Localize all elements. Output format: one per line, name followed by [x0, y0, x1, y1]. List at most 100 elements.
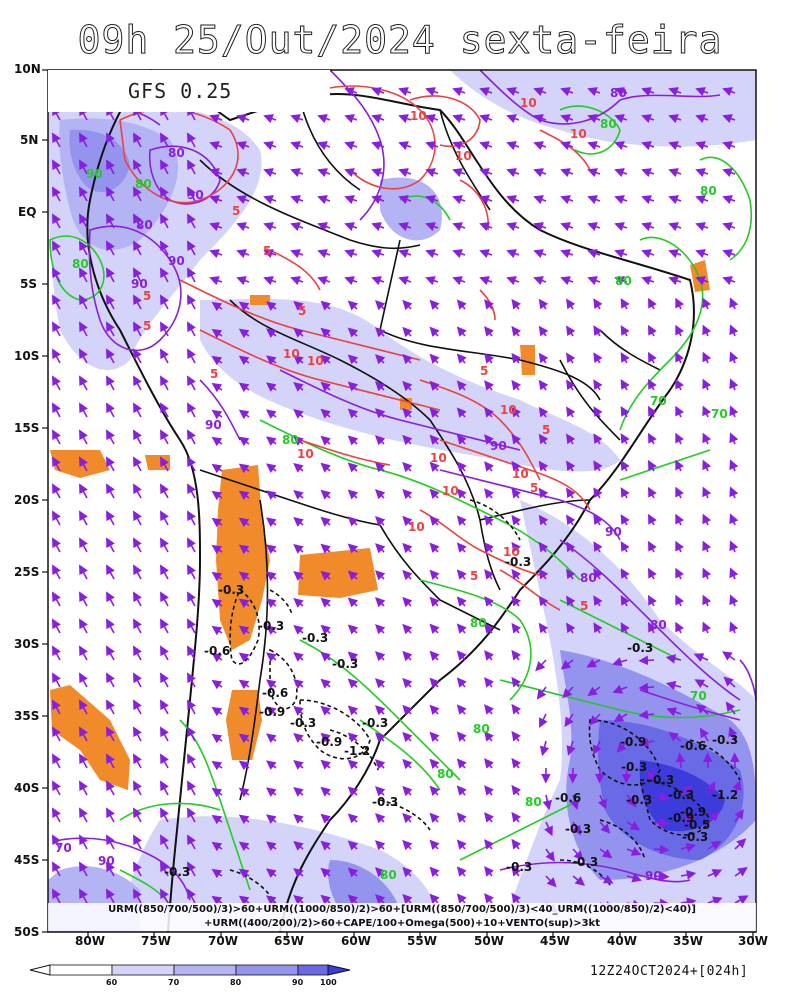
wind-arrow: [484, 866, 494, 877]
wind-arrow: [506, 87, 520, 97]
wind-arrow: [536, 686, 547, 700]
lon-label: 70W: [208, 934, 238, 948]
wind-arrow: [506, 114, 520, 124]
wind-arrow: [347, 435, 359, 446]
contour-label: 80: [700, 184, 717, 198]
wind-arrow: [375, 786, 386, 797]
wind-arrow: [668, 222, 682, 232]
wind-arrow: [587, 195, 601, 205]
wind-arrow: [544, 821, 553, 837]
wind-arrow: [533, 114, 547, 124]
wind-arrow: [347, 354, 359, 365]
wind-arrow: [620, 568, 630, 580]
colorbar-label: 80: [230, 978, 242, 987]
wind-arrow: [566, 433, 576, 445]
wind-arrow: [375, 408, 386, 419]
wind-arrow: [371, 195, 385, 205]
omega-label: -0.3: [506, 860, 532, 874]
wind-arrow: [347, 597, 359, 608]
wind-arrow: [429, 596, 440, 607]
omega-label: -0.3: [302, 631, 328, 645]
wind-arrow: [263, 249, 277, 259]
wind-arrow: [402, 488, 413, 500]
wind-arrow: [538, 298, 549, 310]
wind-arrow: [479, 276, 493, 286]
contour-label: 10: [500, 403, 517, 417]
omega-label: -0.3: [372, 795, 398, 809]
wind-arrow: [665, 680, 682, 691]
lat-label: 5S: [20, 277, 37, 291]
wind-arrow: [375, 354, 386, 365]
wind-arrow: [160, 186, 169, 202]
wind-arrow: [429, 542, 440, 553]
wind-arrow: [702, 486, 712, 499]
contour-label: 5: [143, 319, 151, 333]
wind-arrow: [371, 87, 385, 97]
wind-arrow: [702, 621, 712, 634]
wind-arrow: [479, 87, 493, 97]
wind-vectors: [52, 78, 749, 914]
wind-arrow: [320, 462, 331, 473]
wind-arrow: [293, 571, 304, 581]
wind-arrow: [79, 456, 88, 472]
wind-arrow: [511, 622, 522, 634]
wind-arrow: [106, 510, 115, 526]
wind-arrow: [52, 510, 61, 526]
wind-arrow: [160, 672, 169, 688]
wind-arrow: [293, 544, 304, 554]
wind-arrow: [398, 195, 412, 205]
wind-arrow: [266, 760, 277, 770]
wind-arrow: [587, 168, 601, 178]
wind-arrow: [79, 186, 88, 202]
wind-arrow: [729, 621, 739, 634]
wind-arrow: [560, 168, 574, 178]
wind-arrow: [52, 564, 61, 580]
wind-arrow: [511, 352, 522, 364]
wind-arrow: [347, 840, 359, 851]
wind-arrow: [211, 679, 223, 690]
wind-arrow: [626, 873, 642, 883]
wind-arrow: [539, 713, 548, 729]
wind-arrow: [587, 249, 601, 259]
wind-arrow: [479, 114, 493, 124]
contour-label: 5: [143, 289, 151, 303]
wind-arrow: [160, 132, 169, 148]
wind-arrow: [263, 168, 277, 178]
wind-arrow: [52, 753, 61, 769]
wind-arrow: [106, 726, 115, 742]
wind-arrow: [293, 436, 304, 446]
wind-arrow: [702, 540, 712, 553]
wind-arrow: [587, 686, 601, 697]
wind-arrow: [371, 249, 385, 259]
wind-arrow: [566, 740, 576, 756]
lon-label: 60W: [341, 934, 371, 948]
wind-arrow: [722, 114, 736, 124]
wind-arrow: [484, 326, 494, 337]
wind-arrow: [263, 195, 277, 205]
wind-arrow: [266, 436, 277, 446]
wind-arrow: [238, 733, 250, 744]
wind-arrow: [668, 87, 682, 97]
wind-arrow: [320, 381, 331, 392]
wind-arrow: [187, 591, 196, 607]
wind-arrow: [293, 679, 304, 689]
wind-arrow: [511, 784, 522, 796]
colorbar: [29, 964, 351, 976]
wind-arrow: [211, 409, 223, 420]
wind-arrow: [729, 432, 739, 445]
lat-label: EQ: [18, 205, 37, 219]
colorbar-label: 70: [168, 978, 180, 987]
wind-arrow: [533, 249, 547, 259]
wind-arrow: [398, 249, 412, 259]
wind-arrow: [52, 321, 61, 337]
wind-arrow: [317, 276, 331, 286]
wind-arrow: [566, 352, 576, 364]
wind-arrow: [160, 834, 169, 850]
wind-arrow: [484, 380, 494, 391]
contour-label: 5: [298, 304, 306, 318]
wind-arrow: [429, 569, 440, 580]
wind-arrow: [238, 355, 250, 366]
wind-arrow: [79, 726, 88, 742]
wind-arrow: [79, 537, 88, 553]
wind-arrow: [238, 814, 250, 825]
